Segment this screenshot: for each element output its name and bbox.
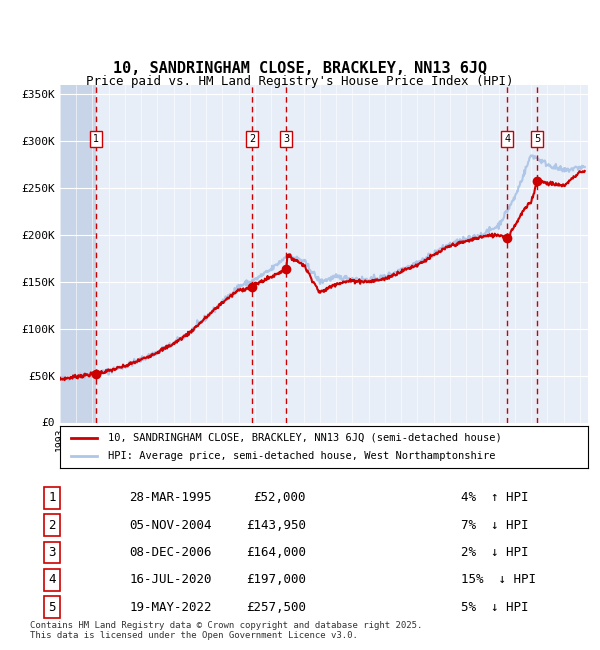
Text: 10, SANDRINGHAM CLOSE, BRACKLEY, NN13 6JQ: 10, SANDRINGHAM CLOSE, BRACKLEY, NN13 6J… xyxy=(113,60,487,76)
Text: Contains HM Land Registry data © Crown copyright and database right 2025.
This d: Contains HM Land Registry data © Crown c… xyxy=(30,621,422,640)
Text: 10, SANDRINGHAM CLOSE, BRACKLEY, NN13 6JQ (semi-detached house): 10, SANDRINGHAM CLOSE, BRACKLEY, NN13 6J… xyxy=(107,433,501,443)
Text: 08-DEC-2006: 08-DEC-2006 xyxy=(130,546,212,559)
Text: 28-MAR-1995: 28-MAR-1995 xyxy=(130,491,212,504)
Text: 19-MAY-2022: 19-MAY-2022 xyxy=(130,601,212,614)
Text: 05-NOV-2004: 05-NOV-2004 xyxy=(130,519,212,532)
Text: 5: 5 xyxy=(534,134,541,144)
Text: £143,950: £143,950 xyxy=(246,519,306,532)
Text: 16-JUL-2020: 16-JUL-2020 xyxy=(130,573,212,586)
Text: 2%  ↓ HPI: 2% ↓ HPI xyxy=(461,546,528,559)
Text: 7%  ↓ HPI: 7% ↓ HPI xyxy=(461,519,528,532)
Bar xyxy=(60,84,97,422)
Text: £164,000: £164,000 xyxy=(246,546,306,559)
Text: 4%  ↑ HPI: 4% ↑ HPI xyxy=(461,491,528,504)
Text: 2: 2 xyxy=(249,134,256,144)
Text: 2: 2 xyxy=(49,519,56,532)
Text: 1: 1 xyxy=(49,491,56,504)
Text: 3: 3 xyxy=(283,134,289,144)
Text: 4: 4 xyxy=(505,134,511,144)
Text: £52,000: £52,000 xyxy=(254,491,306,504)
Text: 5%  ↓ HPI: 5% ↓ HPI xyxy=(461,601,528,614)
Text: £257,500: £257,500 xyxy=(246,601,306,614)
Text: Price paid vs. HM Land Registry's House Price Index (HPI): Price paid vs. HM Land Registry's House … xyxy=(86,75,514,88)
Text: HPI: Average price, semi-detached house, West Northamptonshire: HPI: Average price, semi-detached house,… xyxy=(107,451,495,461)
Text: £197,000: £197,000 xyxy=(246,573,306,586)
Text: 5: 5 xyxy=(49,601,56,614)
Text: 1: 1 xyxy=(94,134,100,144)
Text: 3: 3 xyxy=(49,546,56,559)
Text: 15%  ↓ HPI: 15% ↓ HPI xyxy=(461,573,536,586)
Text: 4: 4 xyxy=(49,573,56,586)
